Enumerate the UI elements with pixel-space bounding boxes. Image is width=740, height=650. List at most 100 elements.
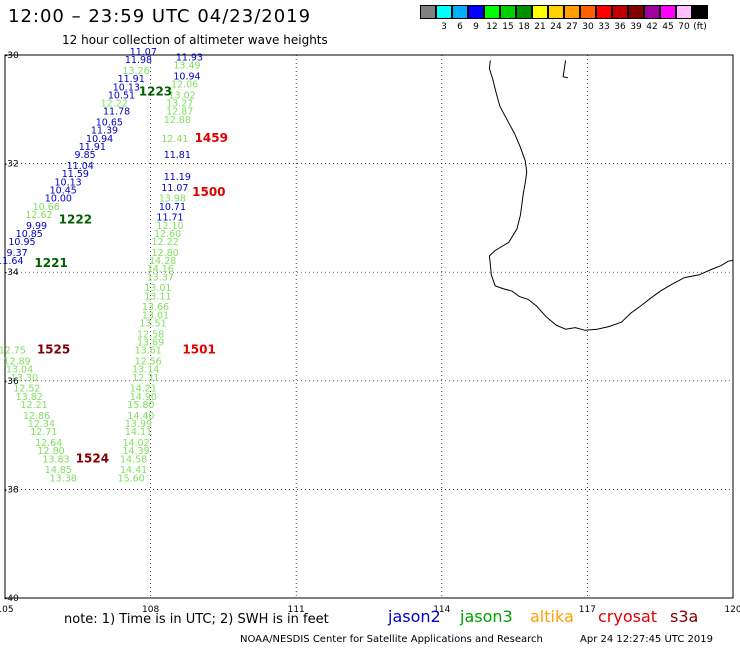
- scale-label: 70: [678, 22, 690, 32]
- wave-height-label: 14.16: [147, 264, 174, 275]
- lon-tick-label: 117: [579, 605, 596, 615]
- wave-height-label: 10.00: [45, 194, 72, 205]
- satellite-legend-item: jason2: [388, 607, 441, 626]
- wave-height-label: 10.66: [33, 202, 60, 213]
- wave-height-label: 10.94: [173, 71, 200, 82]
- wave-height-label: 12.80: [38, 446, 65, 457]
- wave-height-label: 14.21: [130, 384, 157, 395]
- scale-label: 27: [566, 22, 578, 32]
- wave-height-label: 13.01: [144, 283, 171, 294]
- wave-height-label: 10.13: [113, 82, 140, 93]
- scale-label: 36: [614, 22, 626, 32]
- wave-height-label: 12.75: [0, 346, 26, 357]
- wave-height-label: 12.21: [21, 400, 48, 411]
- scale-label: 21: [534, 22, 546, 32]
- lon-tick-label: 114: [433, 605, 450, 615]
- wave-height-label: 12.88: [164, 115, 191, 126]
- lat-tick-label: -34: [4, 268, 19, 278]
- wave-height-label: 11.71: [156, 213, 183, 224]
- wave-height-label: 10.45: [50, 185, 77, 196]
- wave-height-label: 12.60: [154, 229, 181, 240]
- time-label: 1500: [192, 185, 225, 199]
- scale-swatch: [500, 5, 516, 19]
- satellite-legend-item: jason3: [460, 607, 513, 626]
- scale-swatch: [676, 5, 692, 19]
- island-outline: [562, 60, 569, 79]
- axis-labels: -30 -32 -34 -36 -38 -40105 108 111 114 117 120: [0, 51, 740, 615]
- scale-label: 18: [518, 22, 530, 32]
- scale-swatch: [436, 5, 452, 19]
- scale-label: 12: [486, 22, 498, 32]
- scale-swatch: [628, 5, 644, 19]
- wave-height-label: 11.39: [91, 126, 118, 137]
- wave-height-label: 11.81: [164, 150, 191, 161]
- lon-tick-label: 105: [0, 605, 14, 615]
- scale-swatch: [596, 5, 612, 19]
- wave-height-label: 11.04: [67, 161, 94, 172]
- scale-label: 24: [550, 22, 562, 32]
- wave-height-label: 10.13: [54, 177, 81, 188]
- scale-label: 39: [630, 22, 642, 32]
- wave-height-label: 10.51: [108, 90, 135, 101]
- wave-height-label: 12.89: [4, 357, 31, 368]
- scale-label: 33: [598, 22, 610, 32]
- wave-height-label: 10.71: [159, 202, 186, 213]
- wave-height-label: 12.22: [152, 237, 179, 248]
- map-frame: [4, 54, 734, 599]
- wave-height-label: 10.94: [86, 134, 113, 145]
- wave-height-label: 13.14: [132, 365, 159, 376]
- time-label: 1222: [59, 212, 92, 226]
- wave-height-label: 13.30: [11, 373, 38, 384]
- lat-tick-label: -32: [4, 160, 19, 170]
- wave-height-label: 14.28: [149, 256, 176, 267]
- scale-swatch: [612, 5, 628, 19]
- wave-height-label: 13.99: [125, 419, 152, 430]
- wave-height-label: 15.60: [118, 473, 145, 484]
- wave-height-label: 10.85: [16, 229, 43, 240]
- scale-swatch: [692, 5, 708, 19]
- wave-height-label: 12.64: [35, 438, 62, 449]
- wave-height-label: 11.98: [125, 55, 152, 66]
- time-label: 1525: [37, 343, 70, 357]
- wave-height-label: 12.31: [132, 373, 159, 384]
- wave-height-label: 13.27: [166, 99, 193, 110]
- scale-label: 3: [441, 22, 447, 32]
- wave-height-label: 11.91: [118, 74, 145, 85]
- scale-swatch: [564, 5, 580, 19]
- wave-height-label: 14.85: [45, 465, 72, 476]
- wave-height-label: 15.80: [127, 400, 154, 411]
- lon-tick-label: 120: [724, 605, 740, 615]
- wave-height-label: 12.06: [171, 80, 198, 91]
- wave-height-label: 13.69: [137, 338, 164, 349]
- wave-height-label: 13.51: [139, 319, 166, 330]
- scale-swatch: [420, 5, 436, 19]
- wave-height-label: 13.38: [50, 473, 77, 484]
- coastline-path: [488, 60, 734, 331]
- wave-height-label: 13.98: [159, 194, 186, 205]
- wave-height-label: 13.01: [142, 310, 169, 321]
- scale-label: 15: [502, 22, 514, 32]
- wave-height-label: 12.80: [152, 248, 179, 259]
- timestamp: Apr 24 12:27:45 UTC 2019: [580, 634, 713, 645]
- wave-height-label: 13.37: [147, 272, 174, 283]
- scale-label: 6: [457, 22, 463, 32]
- wave-height-label: 9.99: [26, 221, 47, 232]
- time-label: 1223: [139, 85, 172, 99]
- credit-line: NOAA/NESDIS Center for Satellite Applica…: [240, 634, 543, 645]
- map-grid: [4, 54, 734, 599]
- time-label: 1501: [182, 343, 215, 357]
- wave-height-label: 14.90: [130, 392, 157, 403]
- satellite-legend-item: cryosat: [598, 607, 658, 626]
- wave-height-label: 14.40: [127, 411, 154, 422]
- wave-height-label: 14.02: [122, 438, 149, 449]
- lat-tick-label: -36: [4, 377, 19, 387]
- wave-height-label: 12.86: [23, 411, 50, 422]
- scale-swatch: [516, 5, 532, 19]
- wave-height-label: 11.64: [0, 256, 23, 267]
- wave-height-label: 13.66: [142, 302, 169, 313]
- scale-label: (ft): [693, 22, 707, 32]
- wave-height-label: 10.65: [96, 118, 123, 129]
- wave-height-label: 12.58: [137, 329, 164, 340]
- time-label: 1459: [195, 131, 228, 145]
